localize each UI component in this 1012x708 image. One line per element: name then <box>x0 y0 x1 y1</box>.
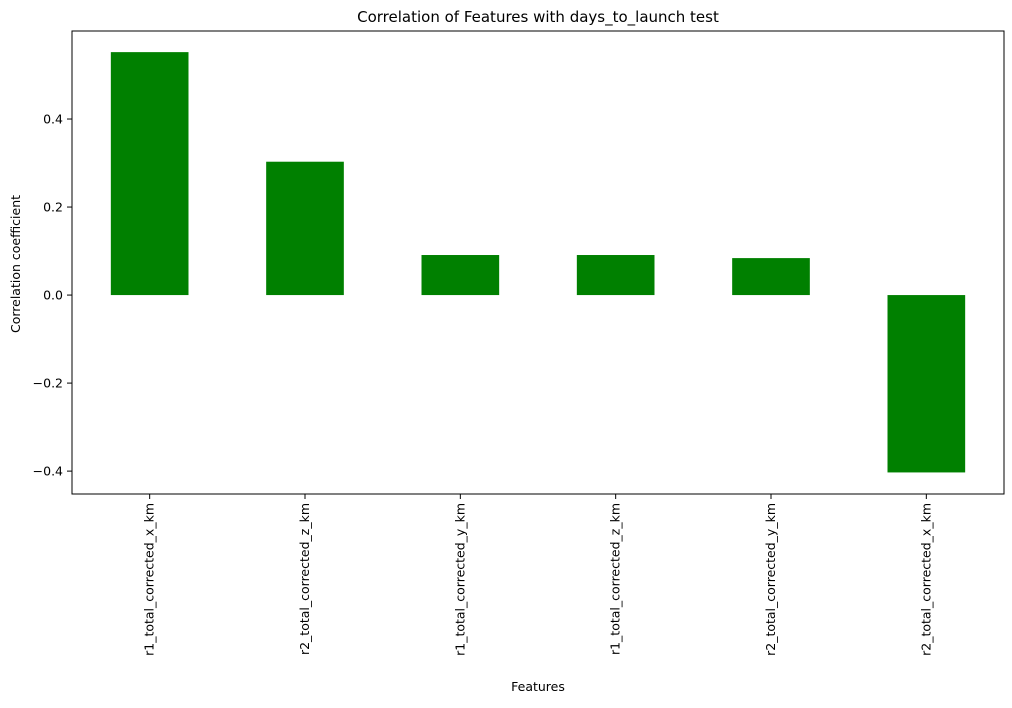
bar-r2_total_corrected_x_km <box>887 295 966 473</box>
x-tick-label: r2_total_corrected_x_km <box>918 503 933 656</box>
y-tick-label: 0.0 <box>43 288 63 303</box>
plot-frame <box>71 30 1005 495</box>
x-tick-label: r1_total_corrected_z_km <box>608 503 623 655</box>
x-tick-label: r1_total_corrected_y_km <box>452 503 467 656</box>
y-axis-ticks: −0.4 −0.2 0.0 0.2 0.4 <box>33 112 72 479</box>
bar-r1_total_corrected_z_km <box>576 255 655 296</box>
x-tick-label: r2_total_corrected_y_km <box>763 503 778 656</box>
y-axis-label: Correlation coefficient <box>8 195 23 333</box>
bar-r2_total_corrected_y_km <box>732 258 810 296</box>
bars-group <box>110 52 966 473</box>
y-tick-label: 0.4 <box>43 112 63 127</box>
x-tick-label: r1_total_corrected_x_km <box>142 503 157 656</box>
y-tick-label: 0.2 <box>43 200 63 215</box>
bar-r1_total_corrected_y_km <box>421 255 500 296</box>
x-tick-label: r2_total_corrected_z_km <box>297 503 312 655</box>
bar-r2_total_corrected_z_km <box>266 161 344 296</box>
chart-title: Correlation of Features with days_to_lau… <box>357 8 719 27</box>
y-tick-label: −0.4 <box>33 464 63 479</box>
x-axis-label: Features <box>511 679 565 694</box>
bar-r1_total_corrected_x_km <box>110 52 189 296</box>
y-tick-label: −0.2 <box>33 376 63 391</box>
x-axis-ticks: r1_total_corrected_x_km r2_total_correcte… <box>142 494 933 656</box>
